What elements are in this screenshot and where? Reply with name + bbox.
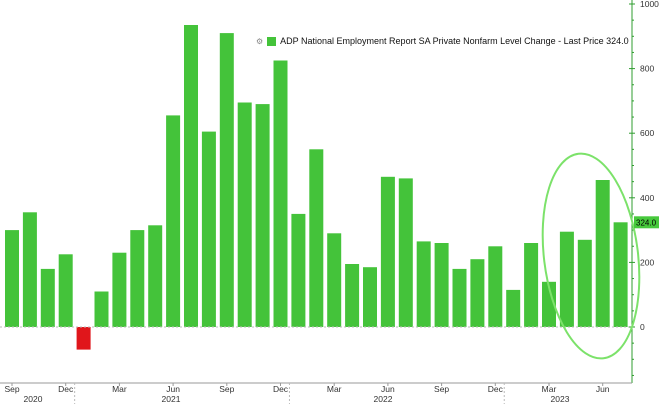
highlight-ellipse	[541, 152, 641, 360]
bar-2021-04	[130, 230, 145, 327]
last-price-tag	[634, 216, 659, 229]
bar-2023-07	[613, 222, 628, 327]
bar-2022-07	[398, 178, 413, 327]
bar-2023-05	[577, 239, 592, 327]
bar-2022-10	[452, 268, 467, 327]
bar-2022-02	[309, 149, 324, 327]
x-tick-label: Jun	[381, 384, 395, 394]
x-tick-label: Sep	[219, 384, 234, 394]
last-price-label: 324.0	[636, 218, 657, 227]
bar-2022-04	[345, 264, 360, 327]
bar-2023-06	[595, 180, 610, 327]
y-tick-label: 0	[640, 322, 645, 332]
x-tick-label: Dec	[273, 384, 289, 394]
bar-2023-04	[559, 231, 574, 327]
bar-2021-10	[237, 102, 252, 327]
bar-2021-08	[201, 131, 216, 327]
bar-2021-02	[94, 291, 109, 327]
y-tick-label: 600	[640, 128, 654, 138]
x-tick-label: Dec	[58, 384, 74, 394]
bar-2023-02	[524, 243, 539, 327]
x-tick-label: Mar	[327, 384, 342, 394]
y-tick-label: 200	[640, 257, 654, 267]
bar-2022-06	[380, 176, 395, 327]
bars	[5, 25, 628, 350]
x-tick-label: Jun	[166, 384, 180, 394]
bar-2022-11	[470, 259, 485, 327]
bar-2022-09	[434, 243, 449, 327]
bar-2021-05	[148, 225, 163, 327]
y-axis: 0 200 400 600 800 1000	[629, 0, 659, 383]
legend: ⚙ ADP National Employment Report SA Priv…	[256, 36, 629, 46]
x-tick-label: Dec	[488, 384, 504, 394]
last-price-marker: 324.0	[634, 216, 659, 229]
bar-2020-10	[22, 212, 37, 327]
x-tick-label: Mar	[112, 384, 127, 394]
bar-2020-12	[58, 254, 73, 327]
bar-2021-03	[112, 252, 127, 327]
bar-2022-03	[327, 233, 342, 327]
y-tick-label: 400	[640, 193, 654, 203]
y-tick-label: 1000	[640, 0, 659, 9]
x-year-label: 2021	[162, 394, 181, 404]
x-tick-label: Jun	[596, 384, 610, 394]
x-tick-label: Mar	[542, 384, 557, 394]
bar-2021-12	[273, 60, 288, 327]
bar-2020-11	[40, 268, 55, 327]
bar-2021-01	[76, 327, 91, 350]
gear-icon: ⚙	[256, 36, 264, 46]
bar-2022-12	[488, 246, 503, 328]
bar-2021-09	[219, 33, 234, 327]
x-tick-label: Sep	[434, 384, 449, 394]
x-year-label: 2022	[374, 394, 393, 404]
bar-2021-06	[166, 115, 181, 328]
x-tick-label: Sep	[4, 384, 19, 394]
legend-label: ADP National Employment Report SA Privat…	[280, 36, 629, 46]
x-year-label: 2023	[551, 394, 570, 404]
bar-2022-05	[363, 267, 377, 327]
x-year-label: 2020	[24, 394, 43, 404]
legend-swatch	[267, 36, 277, 46]
bar-2021-11	[255, 104, 270, 327]
x-axis: Sep Dec Mar Jun Sep Dec Mar Jun Sep Dec Mar Jun 2020…	[0, 382, 632, 404]
bar-2022-08	[416, 241, 431, 327]
bar-2021-07	[184, 25, 198, 327]
bar-2022-01	[291, 213, 306, 327]
bar-2020-09	[5, 230, 19, 327]
bar-2023-01	[506, 289, 521, 327]
y-tick-label: 800	[640, 64, 654, 74]
bar-2023-03	[542, 281, 556, 327]
